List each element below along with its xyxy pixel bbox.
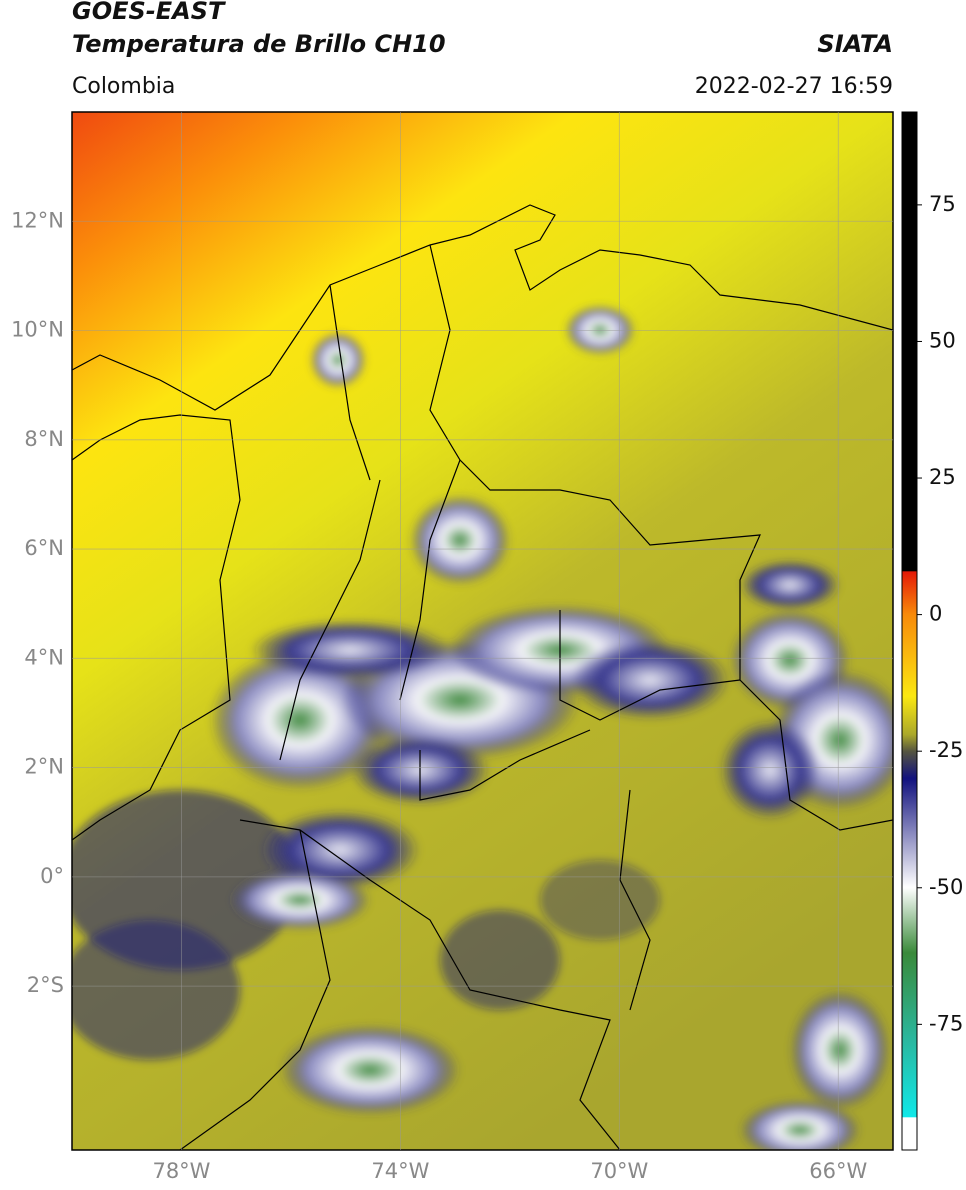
colorbar-tick-label: 0: [929, 602, 942, 626]
lat-tick-label: 4°N: [24, 645, 64, 669]
timestamp: 2022-02-27 16:59: [695, 74, 893, 99]
lat-tick-label: 8°N: [24, 427, 64, 451]
colorbar-tick-label: -75: [929, 1011, 963, 1035]
lat-tick-label: 2°S: [27, 973, 64, 997]
colorbar: [901, 111, 918, 1151]
lat-tick-label: 10°N: [11, 318, 64, 342]
map-frame: [71, 111, 894, 1151]
lat-tick-label: 12°N: [11, 208, 64, 232]
colorbar-tick-label: 75: [929, 192, 956, 216]
lat-tick-label: 2°N: [24, 755, 64, 779]
lon-tick-label: 78°W: [152, 1159, 210, 1183]
colorbar-tick-label: 50: [929, 328, 956, 352]
lon-tick-label: 66°W: [809, 1159, 867, 1183]
region: Colombia: [72, 74, 175, 99]
lat-tick-label: 0°: [40, 864, 64, 888]
lat-tick-label: 6°N: [24, 536, 64, 560]
colorbar-tick-label: -25: [929, 738, 963, 762]
title: GOES-EAST: [72, 0, 226, 25]
source: SIATA: [817, 30, 893, 58]
colorbar-tick-label: -50: [929, 875, 963, 899]
lon-tick-label: 70°W: [590, 1159, 648, 1183]
colorbar-tick-label: 25: [929, 465, 956, 489]
subtitle: Temperatura de Brillo CH10: [72, 30, 446, 58]
lon-tick-label: 74°W: [371, 1159, 429, 1183]
map-image: [72, 112, 893, 1150]
